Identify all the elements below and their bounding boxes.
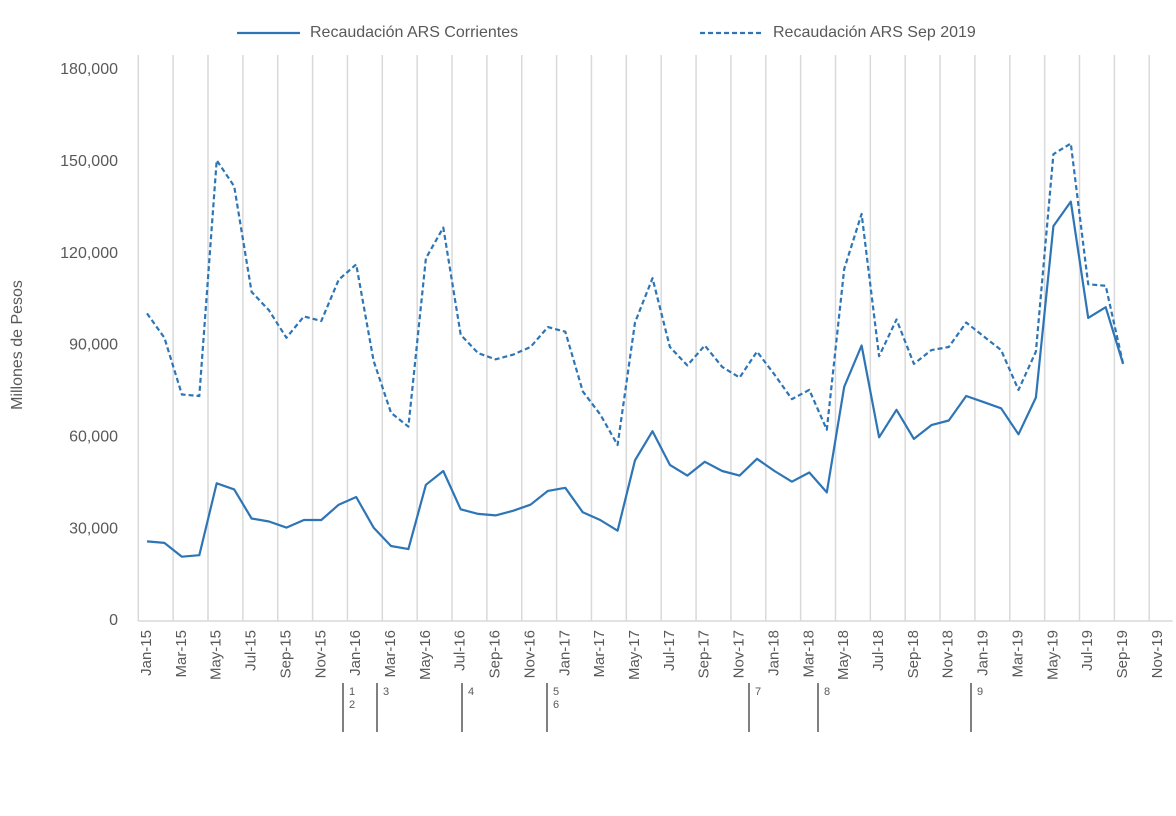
x-tick-label: Jan-19 — [975, 630, 992, 676]
annotation-label: 9 — [977, 686, 983, 698]
x-tick-label: Jan-16 — [347, 630, 364, 676]
x-tick-label: May-19 — [1044, 630, 1061, 680]
annotation-label: 5 — [553, 686, 559, 698]
x-tick-label: Jul-15 — [243, 630, 260, 671]
x-tick-label: May-15 — [208, 630, 225, 680]
legend-label: Recaudación ARS Corrientes — [310, 24, 518, 41]
annotation-label: 4 — [468, 686, 474, 698]
y-tick-label: 90,000 — [69, 337, 118, 354]
x-tick-label: May-18 — [835, 630, 852, 680]
y-tick-label: 180,000 — [60, 61, 118, 78]
x-tick-label: Jul-16 — [452, 630, 469, 671]
x-tick-label: Sep-18 — [905, 630, 922, 678]
x-tick-label: Mar-17 — [591, 630, 608, 678]
annotation-label: 6 — [553, 699, 559, 711]
x-tick-label: Jan-17 — [556, 630, 573, 676]
x-tick-label: Sep-15 — [277, 630, 294, 678]
y-tick-label: 30,000 — [69, 520, 118, 537]
y-tick-label: 120,000 — [60, 245, 118, 262]
x-tick-label: Jul-18 — [870, 630, 887, 671]
x-tick-label: May-17 — [626, 630, 643, 680]
annotation-label: 2 — [349, 699, 355, 711]
legend-label: Recaudación ARS Sep 2019 — [773, 24, 976, 41]
annotation-label: 3 — [383, 686, 389, 698]
y-tick-label: 0 — [109, 612, 118, 629]
x-tick-label: Nov-17 — [731, 630, 748, 678]
x-tick-label: Mar-18 — [800, 630, 817, 678]
x-tick-label: Jul-17 — [661, 630, 678, 671]
x-tick-label: Sep-16 — [487, 630, 504, 678]
x-tick-label: Jan-18 — [765, 630, 782, 676]
annotation-label: 7 — [755, 686, 761, 698]
series-line — [146, 142, 1125, 447]
annotation-label: 8 — [824, 686, 830, 698]
x-tick-label: Sep-17 — [696, 630, 713, 678]
x-tick-label: Mar-15 — [173, 630, 190, 678]
x-tick-label: May-16 — [417, 630, 434, 680]
x-tick-label: Nov-16 — [521, 630, 538, 678]
y-tick-label: 150,000 — [60, 153, 118, 170]
annotation-label: 1 — [349, 686, 355, 698]
x-tick-label: Nov-15 — [312, 630, 329, 678]
y-tick-label: 60,000 — [69, 429, 118, 446]
x-tick-label: Mar-19 — [1009, 630, 1026, 678]
y-axis-label: Millones de Pesos — [9, 280, 26, 410]
x-tick-label: Nov-19 — [1149, 630, 1166, 678]
x-tick-label: Jan-15 — [138, 630, 155, 676]
series-line — [146, 200, 1125, 558]
x-tick-label: Sep-19 — [1114, 630, 1131, 678]
x-tick-label: Jul-19 — [1079, 630, 1096, 671]
x-tick-label: Nov-18 — [940, 630, 957, 678]
x-tick-label: Mar-16 — [382, 630, 399, 678]
